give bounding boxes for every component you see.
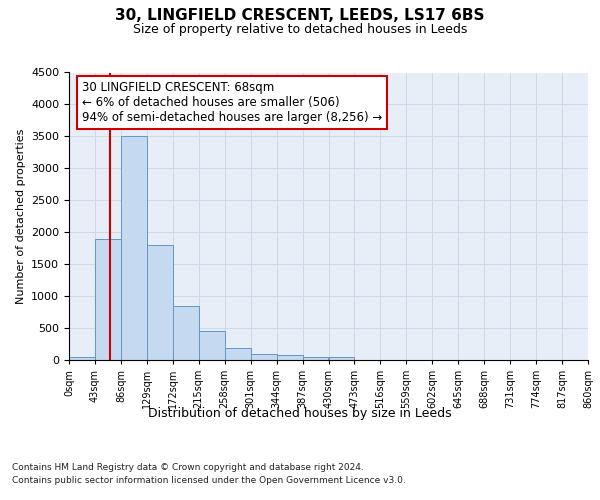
Bar (69, 357, 95, 360)
Text: 30, LINGFIELD CRESCENT, LEEDS, LS17 6BS: 30, LINGFIELD CRESCENT, LEEDS, LS17 6BS (115, 8, 485, 22)
Text: Distribution of detached houses by size in Leeds: Distribution of detached houses by size … (148, 408, 452, 420)
Bar (95, 238, 121, 360)
Bar (277, 355, 302, 360)
Bar (199, 331, 224, 360)
Bar (329, 358, 355, 360)
Text: 30 LINGFIELD CRESCENT: 68sqm
← 6% of detached houses are smaller (506)
94% of se: 30 LINGFIELD CRESCENT: 68sqm ← 6% of det… (82, 81, 382, 124)
Bar (173, 306, 199, 360)
Text: Size of property relative to detached houses in Leeds: Size of property relative to detached ho… (133, 22, 467, 36)
Bar (224, 348, 251, 360)
Bar (147, 245, 173, 360)
Text: Contains HM Land Registry data © Crown copyright and database right 2024.: Contains HM Land Registry data © Crown c… (12, 462, 364, 471)
Text: Contains public sector information licensed under the Open Government Licence v3: Contains public sector information licen… (12, 476, 406, 485)
Y-axis label: Number of detached properties: Number of detached properties (16, 128, 26, 304)
Bar (121, 136, 147, 360)
Bar (251, 354, 277, 360)
Bar (302, 357, 329, 360)
